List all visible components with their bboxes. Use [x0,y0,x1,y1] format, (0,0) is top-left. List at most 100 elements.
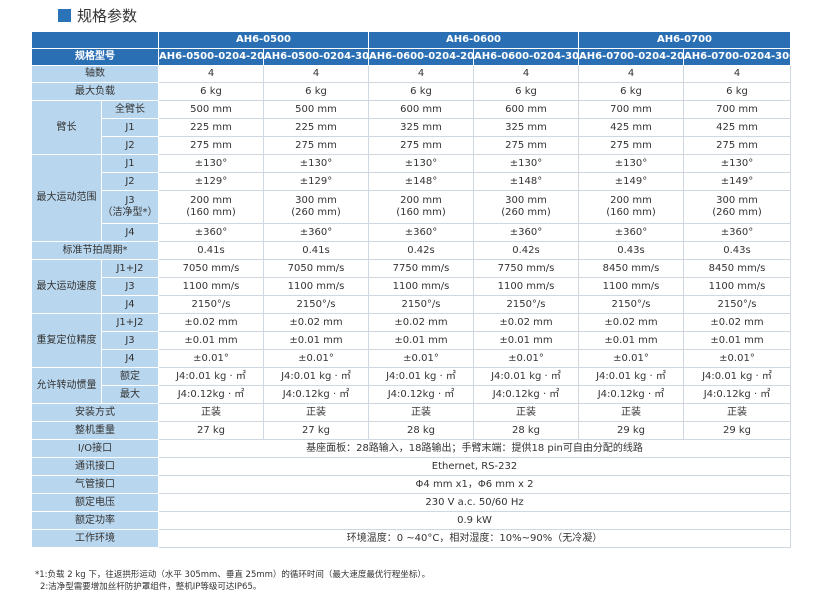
motion-range-label: 最大运动范围 [31,154,102,242]
environment-row: 工作环境 环境温度：0 ~40°C，相对湿度：10%~90%（无冷凝） [31,529,791,548]
inertia-row: 最大 J4:0.12kg · ㎡ J4:0.12kg · ㎡ J4:0.12kg · … [32,385,791,404]
motion-j3-stroke: 300 mm [295,195,337,206]
max-speed-value: 7750 mm/s [473,259,579,278]
cycle-time-value: 0.42s [473,241,579,260]
payload-value: 6 kg [368,82,474,101]
inertia-sub-label: 最大 [101,385,159,404]
variant-header: AH6-0600-0204-2000 [368,48,474,66]
weight-row: 整机重量 27 kg 27 kg 28 kg 28 kg 29 kg 29 kg [31,421,791,440]
payload-row: 最大负载 6 kg 6 kg 6 kg 6 kg 6 kg 6 kg [31,82,791,101]
title-square-icon [58,8,71,22]
inertia-value: J4:0.12kg · ㎡ [263,385,369,404]
motion-j4-value: ±360° [368,223,474,242]
max-speed-row: J4 2150°/s 2150°/s 2150°/s 2150°/s 2150°/s 215… [32,295,791,314]
cycle-time-value: 0.41s [158,241,264,260]
arm-length-value: 500 mm [158,100,264,119]
cycle-time-row: 标准节拍周期* 0.41s 0.41s 0.42s 0.42s 0.43s 0.43s [31,241,791,260]
mounting-label: 安装方式 [31,403,159,422]
arm-length-row: 臂长 全臂长 500 mm 500 mm 600 mm 600 mm 700 mm 700 m… [31,100,791,155]
repeatability-row: 重复定位精度 J1+J2 ±0.02 mm ±0.02 mm ±0.02 mm ±0.02… [31,313,791,368]
motion-j3-value: 300 mm (260 mm) [683,190,791,224]
repeatability-value: ±0.02 mm [683,313,791,332]
arm-length-value: 275 mm [263,136,369,155]
payload-value: 6 kg [578,82,684,101]
arm-length-value: 700 mm [578,100,684,119]
rated-voltage-label: 额定电压 [31,493,159,512]
arm-length-value: 225 mm [158,118,264,137]
max-speed-value: 7050 mm/s [158,259,264,278]
payload-value: 6 kg [263,82,369,101]
motion-j2-value: ±129° [263,172,369,191]
weight-label: 整机重量 [31,421,159,440]
motion-j3-clean-stroke: (160 mm) [186,207,236,218]
variant-header: AH6-0700-0204-2000 [578,48,684,66]
inertia-value: J4:0.12kg · ㎡ [473,385,579,404]
repeatability-value: ±0.01° [263,349,369,368]
repeatability-value: ±0.02 mm [578,313,684,332]
motion-j4-value: ±360° [473,223,579,242]
repeatability-value: ±0.02 mm [263,313,369,332]
arm-length-value: 275 mm [158,136,264,155]
spec-table: AH6-0500 AH6-0600 AH6-0700 规格型号 AH6-0500-020… [31,31,791,548]
comm-interface-row: 通讯接口 Ethernet, RS-232 [31,457,791,476]
motion-sub-label: J1 [101,154,159,173]
max-speed-row: J3 1100 mm/s 1100 mm/s 1100 mm/s 1100 mm/s 11… [32,277,791,296]
max-speed-value: 2150°/s [368,295,474,314]
inertia-value: J4:0.01 kg · ㎡ [158,367,264,386]
motion-j3-value: 300 mm (260 mm) [263,190,369,224]
max-speed-value: 2150°/s [473,295,579,314]
max-speed-value: 7050 mm/s [263,259,369,278]
repeatability-value: ±0.01° [158,349,264,368]
cycle-time-value: 0.42s [368,241,474,260]
variant-header: AH6-0500-0204-3000 [263,48,369,66]
max-speed-sub-label: J4 [101,295,159,314]
variant-header: AH6-0500-0204-2000 [158,48,264,66]
motion-j4-row: J4 ±360° ±360° ±360° ±360° ±360° ±360° [32,223,791,242]
footnote-2: 2:洁净型需要增加丝杆防护罩组件，整机IP等级可达IP65。 [40,582,262,592]
axes-value: 4 [368,65,474,83]
model-label: 规格型号 [31,48,159,66]
motion-j3-sub2: （洁净型*） [102,207,158,218]
motion-j3-clean-stroke: (160 mm) [606,207,656,218]
repeatability-sub-label: J1+J2 [101,313,159,332]
axes-label: 轴数 [31,65,159,83]
arm-length-value: 700 mm [683,100,791,119]
rated-power-value: 0.9 kW [158,511,791,530]
repeatability-sub-label: J4 [101,349,159,368]
air-interface-value: Φ4 mm x1，Φ6 mm x 2 [158,475,791,494]
section-title: 规格参数 [58,5,137,25]
motion-j3-clean-stroke: (160 mm) [396,207,446,218]
io-interface-value: 基座面板：28路输入，18路输出；手臂末端：提供18 pin可自由分配的线路 [158,439,791,458]
motion-j1-row: 最大运动范围 J1 ±130° ±130° ±130° ±130° ±130° ±130° [31,154,791,242]
repeatability-row: J4 ±0.01° ±0.01° ±0.01° ±0.01° ±0.01° ±0.01° [32,349,791,368]
mounting-value: 正装 [263,403,369,422]
arm-length-value: 275 mm [368,136,474,155]
motion-j2-value: ±148° [473,172,579,191]
motion-j3-stroke: 200 mm [400,195,442,206]
environment-label: 工作环境 [31,529,159,548]
inertia-label: 允许转动惯量 [31,367,102,404]
weight-value: 27 kg [263,421,369,440]
motion-j4-value: ±360° [263,223,369,242]
arm-length-sub-label: 全臂长 [101,100,159,119]
motion-j4-value: ±360° [578,223,684,242]
mounting-row: 安装方式 正装 正装 正装 正装 正装 正装 [31,403,791,422]
arm-length-value: 600 mm [473,100,579,119]
rated-voltage-row: 额定电压 230 V a.c. 50/60 Hz [31,493,791,512]
max-speed-value: 1100 mm/s [578,277,684,296]
air-interface-row: 气管接口 Φ4 mm x1，Φ6 mm x 2 [31,475,791,494]
weight-value: 28 kg [368,421,474,440]
motion-j1-value: ±130° [158,154,264,173]
motion-j3-value: 200 mm (160 mm) [368,190,474,224]
header-models-row: AH6-0500 AH6-0600 AH6-0700 [31,31,791,49]
max-speed-value: 1100 mm/s [158,277,264,296]
max-speed-value: 1100 mm/s [263,277,369,296]
motion-j2-value: ±149° [578,172,684,191]
motion-j1-value: ±130° [368,154,474,173]
mounting-value: 正装 [578,403,684,422]
arm-length-value: 275 mm [683,136,791,155]
mounting-value: 正装 [473,403,579,422]
io-interface-label: I/O接口 [31,439,159,458]
variant-header: AH6-0700-0204-3000 [683,48,791,66]
weight-value: 29 kg [683,421,791,440]
